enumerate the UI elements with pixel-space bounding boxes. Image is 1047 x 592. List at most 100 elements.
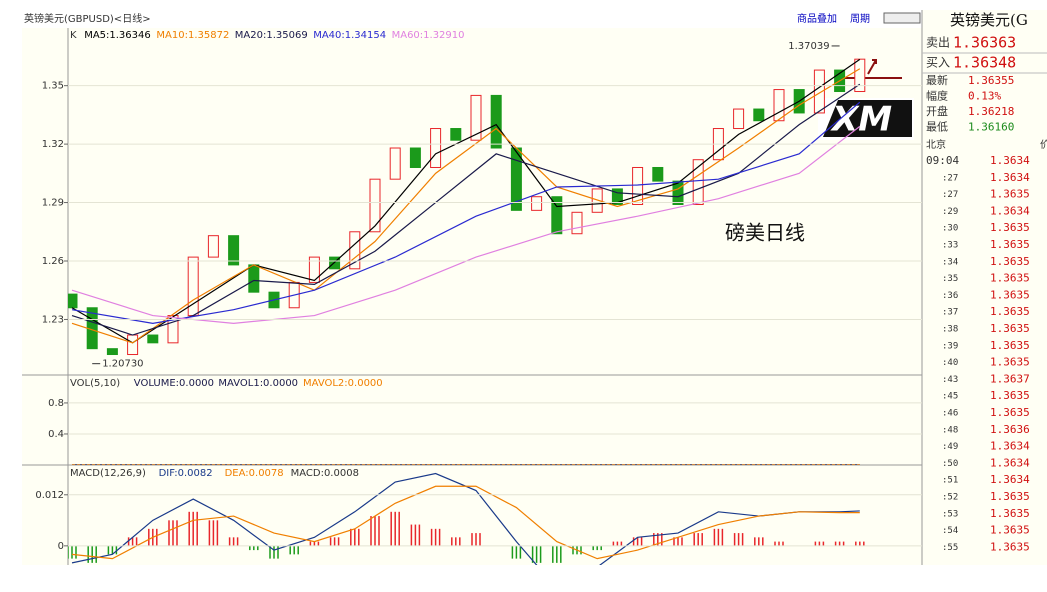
quote-row-value: 1.36218 [968, 105, 1014, 118]
legend-entry: MA40:1.34154 [313, 30, 386, 41]
candle-body [611, 188, 623, 206]
tick-time: :27 [942, 190, 958, 200]
tick-price: 1.3635 [990, 221, 1030, 234]
candle-body [308, 256, 320, 283]
tick-time: :40 [942, 358, 958, 368]
tick-price: 1.3636 [990, 423, 1030, 436]
panel [68, 472, 865, 565]
candle-body [409, 147, 421, 168]
candle-body [207, 235, 219, 258]
candle-body [733, 108, 745, 130]
tick-price: 1.3635 [990, 490, 1030, 503]
series-line [71, 485, 860, 560]
candle-body [389, 147, 401, 180]
legend-entry: DIF:0.0082 [159, 468, 213, 479]
quote-row-label: 买入 [926, 56, 950, 70]
candle-body [672, 180, 684, 206]
candle-body [591, 188, 603, 213]
quote-row-label: 卖出 [926, 36, 950, 50]
candle-body [167, 315, 179, 344]
tick-time: :29 [942, 207, 958, 217]
legend-entry: MA20:1.35069 [235, 30, 308, 41]
candle-body [349, 231, 361, 270]
candle-body [147, 334, 159, 344]
tick-price: 1.3635 [990, 272, 1030, 285]
tick-price: 1.3634 [990, 456, 1030, 469]
tick-price: 1.3635 [990, 524, 1030, 537]
panel [68, 45, 866, 365]
overlay-button[interactable]: 商品叠加 [797, 12, 837, 25]
quote-row-value: 0.13% [968, 90, 1001, 103]
header-title: 英镑美元(GBPUSD)<日线> [24, 12, 151, 25]
background [22, 10, 1047, 565]
quote-row-label: 最低 [926, 121, 948, 134]
tick-time: :45 [942, 392, 958, 402]
tick-price: 1.3635 [990, 540, 1030, 553]
tick-price: 1.3634 [990, 440, 1030, 453]
quote-row-value: 1.36160 [968, 121, 1014, 134]
candle-body [692, 159, 704, 206]
tick-price: 1.3634 [990, 171, 1030, 184]
tick-time: :49 [942, 442, 958, 452]
tick-time: 09:04 [926, 154, 959, 167]
period-button[interactable]: 周期 [850, 13, 870, 25]
tick-price: 1.3635 [990, 238, 1030, 251]
candle-body [68, 293, 78, 309]
candle-body [773, 89, 785, 122]
y-tick-label: 1.23 [42, 314, 64, 325]
candle-body [490, 94, 502, 149]
logo [823, 100, 912, 137]
y-tick-label: 0 [58, 541, 64, 552]
tick-time: :52 [942, 493, 958, 503]
column-header: 北京 [926, 138, 946, 151]
candle-body [854, 58, 866, 93]
column-header: 价格 [1040, 138, 1047, 151]
candle-body [127, 334, 139, 356]
tick-price: 1.3634 [990, 204, 1030, 217]
tick-time: :50 [942, 459, 958, 469]
tick-price: 1.3635 [990, 255, 1030, 268]
series-line [71, 83, 861, 336]
tick-time: :46 [942, 409, 958, 419]
tick-time: :55 [942, 543, 958, 553]
y-tick-label: 1.35 [42, 81, 64, 92]
tick-price: 1.3637 [990, 372, 1030, 385]
annotation: 1.37039 [788, 41, 829, 52]
legend-label: VOL(5,10) [70, 378, 120, 389]
series-line [71, 472, 860, 565]
legend-entry: MAVOL1:0.0000 [218, 378, 298, 389]
legend-entry: MA10:1.35872 [156, 30, 229, 41]
legend-entry: MA60:1.32910 [392, 30, 465, 41]
tick-price: 1.3634 [990, 473, 1030, 486]
tick-time: :51 [942, 476, 958, 486]
tick-time: :37 [942, 308, 958, 318]
tick-price: 1.3635 [990, 288, 1030, 301]
y-tick-label: 1.26 [42, 256, 64, 267]
tick-time: :39 [942, 341, 958, 351]
candle-body [632, 166, 644, 206]
candle-body [753, 108, 765, 122]
tick-time: :27 [942, 173, 958, 183]
tick-price: 1.3635 [990, 188, 1030, 201]
y-tick-label: 0.8 [48, 398, 64, 409]
series-line [71, 68, 861, 344]
tick-time: :43 [942, 375, 958, 385]
drawn-arrow [867, 59, 877, 75]
legend-entry: DEA:0.0078 [225, 468, 284, 479]
candle-body [652, 166, 664, 182]
tick-price: 1.3635 [990, 339, 1030, 352]
quote-row-value: 1.36363 [953, 34, 1016, 52]
y-tick-label: 0.4 [48, 429, 64, 440]
candle-body [470, 94, 482, 141]
candle-body [450, 128, 462, 141]
tick-time: :48 [942, 425, 958, 435]
candle-body [228, 235, 240, 266]
candle-body [106, 348, 118, 356]
quote-row-label: 最新 [926, 73, 948, 87]
window-buttons[interactable] [883, 12, 921, 24]
tick-time: :33 [942, 241, 958, 251]
candle-body [369, 178, 381, 233]
tick-price: 1.3635 [990, 356, 1030, 369]
candle-body [813, 69, 825, 114]
